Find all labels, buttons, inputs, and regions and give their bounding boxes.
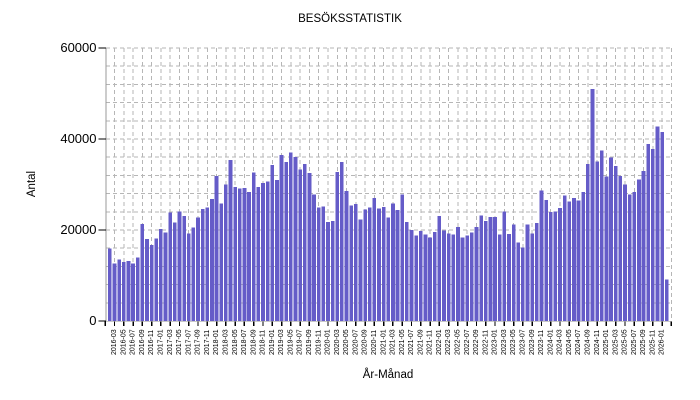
svg-text:2025-01: 2025-01: [603, 329, 610, 355]
svg-text:2020-09: 2020-09: [362, 329, 369, 355]
svg-text:2018-01: 2018-01: [213, 329, 220, 355]
svg-text:2020-01: 2020-01: [325, 329, 332, 355]
svg-text:2026-01: 2026-01: [659, 329, 666, 355]
svg-text:2020-03: 2020-03: [334, 329, 341, 355]
svg-text:2018-03: 2018-03: [222, 329, 229, 355]
svg-text:2019-03: 2019-03: [278, 329, 285, 355]
svg-text:60000: 60000: [60, 40, 96, 55]
svg-text:2018-07: 2018-07: [241, 329, 248, 355]
svg-text:2021-03: 2021-03: [390, 329, 397, 355]
svg-text:2017-01: 2017-01: [157, 329, 164, 355]
svg-text:2023-07: 2023-07: [519, 329, 526, 355]
svg-text:20000: 20000: [60, 222, 96, 237]
svg-text:2023-01: 2023-01: [492, 329, 499, 355]
svg-text:2021-05: 2021-05: [399, 329, 406, 355]
svg-text:2022-03: 2022-03: [445, 329, 452, 355]
svg-text:2017-05: 2017-05: [176, 329, 183, 355]
svg-text:2019-09: 2019-09: [306, 329, 313, 355]
svg-text:2016-09: 2016-09: [139, 329, 146, 355]
svg-text:2021-07: 2021-07: [408, 329, 415, 355]
svg-text:2017-07: 2017-07: [185, 329, 192, 355]
svg-text:BESÖKSSTATISTIK: BESÖKSSTATISTIK: [298, 13, 402, 25]
svg-text:2021-09: 2021-09: [417, 329, 424, 355]
svg-text:2016-05: 2016-05: [120, 329, 127, 355]
svg-text:2020-07: 2020-07: [352, 329, 359, 355]
svg-text:2022-05: 2022-05: [455, 329, 462, 355]
svg-text:2016-07: 2016-07: [130, 329, 137, 355]
svg-text:2017-09: 2017-09: [195, 329, 202, 355]
svg-text:År-Månad: År-Månad: [363, 368, 414, 381]
svg-text:2017-03: 2017-03: [167, 329, 174, 355]
svg-text:2016-11: 2016-11: [148, 330, 155, 355]
svg-text:2022-01: 2022-01: [436, 329, 443, 355]
svg-text:2017-11: 2017-11: [204, 330, 211, 355]
svg-text:2025-11: 2025-11: [649, 330, 656, 355]
svg-text:2019-05: 2019-05: [287, 329, 294, 355]
svg-text:2025-09: 2025-09: [640, 329, 647, 355]
svg-text:Antal: Antal: [26, 171, 38, 197]
svg-text:2024-01: 2024-01: [547, 329, 554, 355]
svg-text:2025-07: 2025-07: [631, 329, 638, 355]
svg-text:2024-09: 2024-09: [584, 329, 591, 355]
svg-text:2018-11: 2018-11: [260, 330, 267, 355]
svg-text:2024-11: 2024-11: [594, 330, 601, 355]
svg-text:2024-05: 2024-05: [566, 329, 573, 355]
svg-text:2020-11: 2020-11: [371, 330, 378, 355]
svg-text:2021-01: 2021-01: [380, 329, 387, 355]
svg-text:40000: 40000: [60, 131, 96, 146]
svg-text:2023-11: 2023-11: [538, 330, 545, 355]
svg-text:2021-11: 2021-11: [427, 330, 434, 355]
svg-text:2025-05: 2025-05: [622, 329, 629, 355]
svg-text:2022-07: 2022-07: [464, 329, 471, 355]
svg-text:2023-05: 2023-05: [510, 329, 517, 355]
svg-text:2019-11: 2019-11: [315, 330, 322, 355]
svg-text:2019-07: 2019-07: [297, 329, 304, 355]
svg-text:2024-03: 2024-03: [557, 329, 564, 355]
svg-text:2019-01: 2019-01: [269, 329, 276, 355]
svg-text:2016-03: 2016-03: [111, 329, 118, 355]
svg-text:2022-11: 2022-11: [482, 330, 489, 355]
svg-text:2022-09: 2022-09: [473, 329, 480, 355]
svg-text:0: 0: [89, 313, 96, 328]
svg-text:2018-05: 2018-05: [232, 329, 239, 355]
svg-text:2020-05: 2020-05: [343, 329, 350, 355]
svg-text:2024-07: 2024-07: [575, 329, 582, 355]
svg-text:2023-03: 2023-03: [501, 329, 508, 355]
svg-text:2025-03: 2025-03: [612, 329, 619, 355]
svg-text:2023-09: 2023-09: [529, 329, 536, 355]
svg-text:2018-09: 2018-09: [250, 329, 257, 355]
